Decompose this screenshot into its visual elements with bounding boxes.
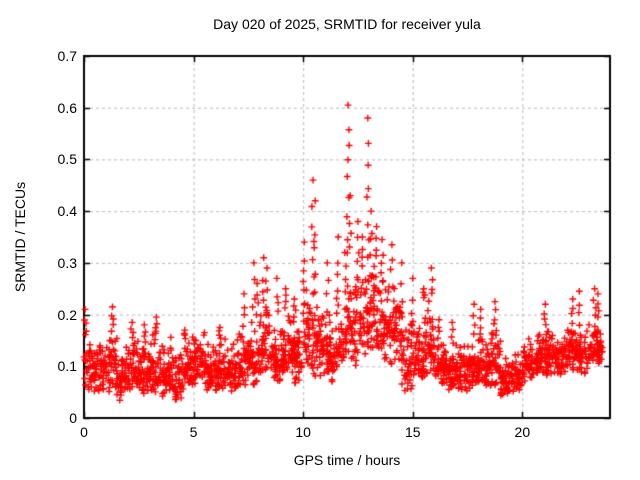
y-tick-label: 0.2 (57, 306, 77, 323)
y-tick-label: 0.1 (57, 358, 77, 375)
x-axis-label: GPS time / hours (293, 452, 401, 468)
y-axis-label: SRMTID / TECUs (12, 181, 28, 293)
chart-title: Day 020 of 2025, SRMTID for receiver yul… (213, 16, 481, 32)
y-tick-label: 0.5 (57, 151, 77, 168)
x-tick-label: 10 (295, 424, 311, 440)
x-tick-label: 20 (514, 424, 531, 440)
x-tick-label: 15 (404, 424, 421, 440)
y-tick-label: 0.3 (57, 254, 77, 271)
x-tick-label: 0 (80, 424, 88, 440)
y-tick-label: 0 (69, 410, 77, 426)
y-tick-label: 0.6 (57, 99, 77, 116)
x-tick-label: 5 (189, 424, 198, 440)
y-tick-label: 0.7 (57, 48, 77, 64)
y-tick-label: 0.4 (57, 203, 77, 220)
